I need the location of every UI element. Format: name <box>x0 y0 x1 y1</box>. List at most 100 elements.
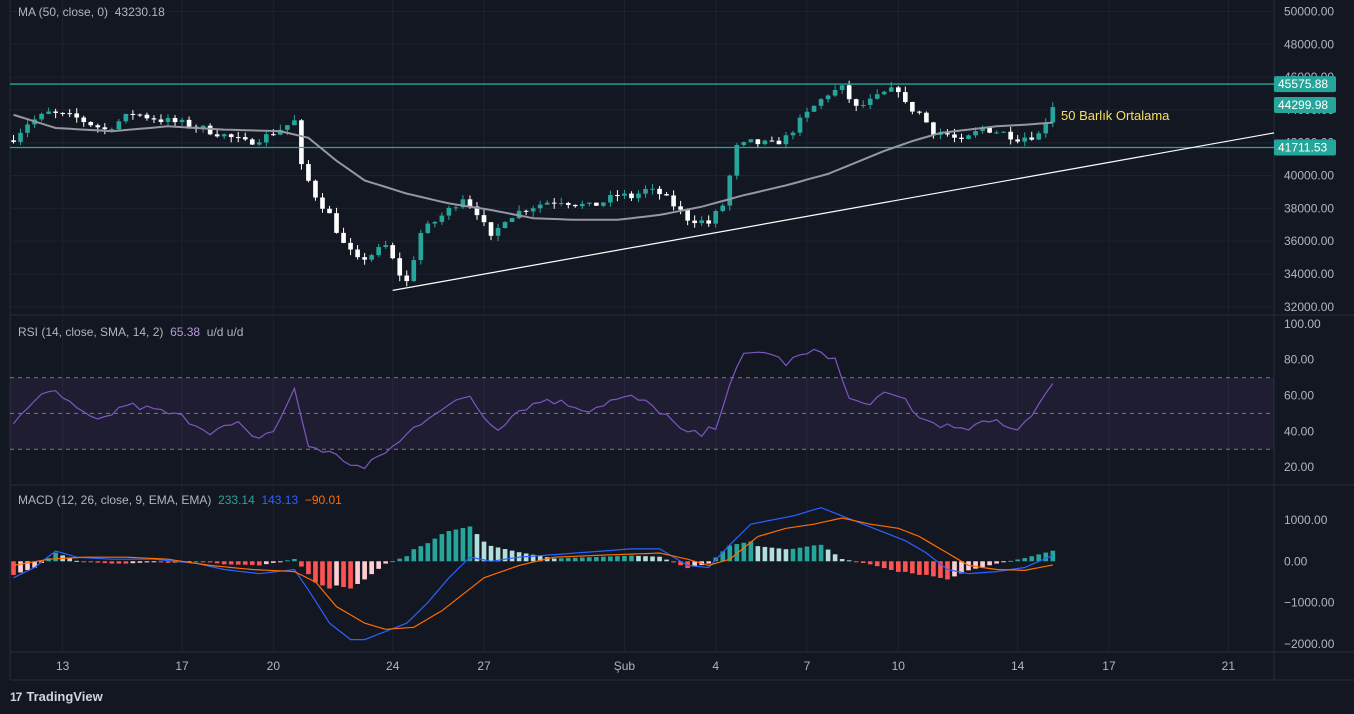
candle-body <box>1022 137 1028 142</box>
macd-histogram-bar <box>706 561 712 564</box>
macd-histogram-bar <box>608 556 613 562</box>
candle-body <box>376 247 381 256</box>
candle-body <box>846 85 852 100</box>
ma-legend-value: 43230.18 <box>114 5 165 19</box>
candle-body <box>1050 107 1056 123</box>
candle-body <box>973 131 978 136</box>
level-price-label: 45575.88 <box>1278 77 1328 91</box>
candle-body <box>320 197 325 209</box>
macd-tick-label: −2000.00 <box>1284 637 1335 651</box>
brand-label: TradingView <box>26 689 103 704</box>
macd-histogram-bar <box>776 548 782 562</box>
candle-body <box>825 95 831 100</box>
macd-histogram-bar <box>720 551 726 562</box>
macd-histogram-bar <box>228 561 234 565</box>
x-tick-label: 17 <box>175 659 189 673</box>
candle-body <box>11 140 16 142</box>
candle-body <box>727 175 733 206</box>
candle-body <box>636 193 641 199</box>
macd-histogram-bar <box>846 560 852 562</box>
candle-body <box>769 140 775 142</box>
candle-body <box>249 139 255 145</box>
macd-legend: MACD (12, 26, close, 9, EMA, EMA) 233.14… <box>18 493 342 507</box>
candle-body <box>762 140 768 145</box>
price-tick-label: 50000.00 <box>1284 4 1334 18</box>
macd-histogram-bar <box>839 559 845 562</box>
macd-histogram-bar <box>734 544 740 562</box>
candle-body <box>179 119 185 123</box>
macd-histogram-bar <box>242 561 248 565</box>
candle-body <box>734 145 740 176</box>
candle-body <box>186 119 192 127</box>
candle-body <box>537 204 543 209</box>
candle-body <box>467 199 473 207</box>
macd-histogram-bar <box>938 561 943 578</box>
macd-histogram-bar <box>509 550 515 562</box>
candle-body <box>867 98 873 105</box>
candle-body <box>397 258 403 276</box>
ma-annotation: 50 Barlık Ortalama <box>1061 108 1170 123</box>
macd-histogram-bar <box>755 546 761 562</box>
candle-body <box>1036 133 1042 140</box>
macd-histogram-bar <box>741 542 747 562</box>
macd-histogram-bar <box>221 561 227 565</box>
macd-tick-label: 1000.00 <box>1284 513 1328 527</box>
macd-histogram-bar <box>931 561 936 577</box>
x-tick-label: 27 <box>477 659 491 673</box>
candle-body <box>987 127 992 133</box>
macd-histogram-bar <box>959 561 964 574</box>
macd-histogram-bar <box>1008 560 1013 562</box>
candle-body <box>327 208 332 214</box>
candle-body <box>748 139 754 143</box>
candle-body <box>622 193 627 196</box>
macd-histogram-bar <box>748 541 754 562</box>
macd-histogram-bar <box>783 549 789 562</box>
macd-histogram-bar <box>1043 552 1049 562</box>
candle-body <box>334 213 339 233</box>
candle-body <box>1029 137 1035 140</box>
macd-legend-name: MACD (12, 26, close, 9, EMA, EMA) <box>18 493 212 507</box>
macd-histogram-bar <box>867 561 873 565</box>
macd-histogram-bar <box>804 546 810 562</box>
x-tick-label: 14 <box>1011 659 1025 673</box>
candle-body <box>783 135 789 145</box>
candle-body <box>692 220 697 224</box>
candle-body <box>460 199 466 208</box>
rsi-tick-label: 20.00 <box>1284 460 1314 474</box>
macd-histogram-bar <box>888 561 894 570</box>
macd-histogram-bar <box>376 561 381 569</box>
candle-body <box>151 118 157 120</box>
macd-histogram-bar <box>299 561 304 567</box>
rsi-legend-extra: u/d u/d <box>206 325 244 339</box>
candle-body <box>579 203 585 207</box>
macd-histogram-bar <box>572 557 578 562</box>
candle-body <box>502 222 508 229</box>
candle-body <box>390 245 396 259</box>
x-tick-label: 13 <box>56 659 70 673</box>
candle-body <box>664 194 669 196</box>
macd-histogram-bar <box>425 543 431 562</box>
macd-histogram-bar <box>952 561 957 577</box>
candle-body <box>341 232 346 243</box>
candle-body <box>137 114 143 116</box>
macd-histogram-bar <box>657 556 662 562</box>
macd-histogram-bar <box>88 561 94 563</box>
macd-histogram-bar <box>1029 556 1035 562</box>
x-tick-label: Şub <box>614 659 636 673</box>
macd-histogram-bar <box>390 561 396 563</box>
macd-histogram-bar <box>917 561 922 575</box>
candle-body <box>966 135 971 139</box>
rsi-tick-label: 40.00 <box>1284 424 1314 438</box>
candle-body <box>67 113 73 115</box>
macd-pane <box>11 507 1056 641</box>
macd-histogram-bar <box>636 555 641 562</box>
grid <box>9 0 1354 681</box>
candle-body <box>306 164 311 181</box>
tradingview-brand[interactable]: 17 TradingView <box>10 689 103 704</box>
macd-histogram-bar <box>285 560 290 562</box>
macd-histogram-bar <box>165 561 171 563</box>
candle-body <box>39 113 44 120</box>
macd-histogram-bar <box>383 561 389 564</box>
candle-body <box>945 133 950 135</box>
candle-body <box>811 105 817 112</box>
